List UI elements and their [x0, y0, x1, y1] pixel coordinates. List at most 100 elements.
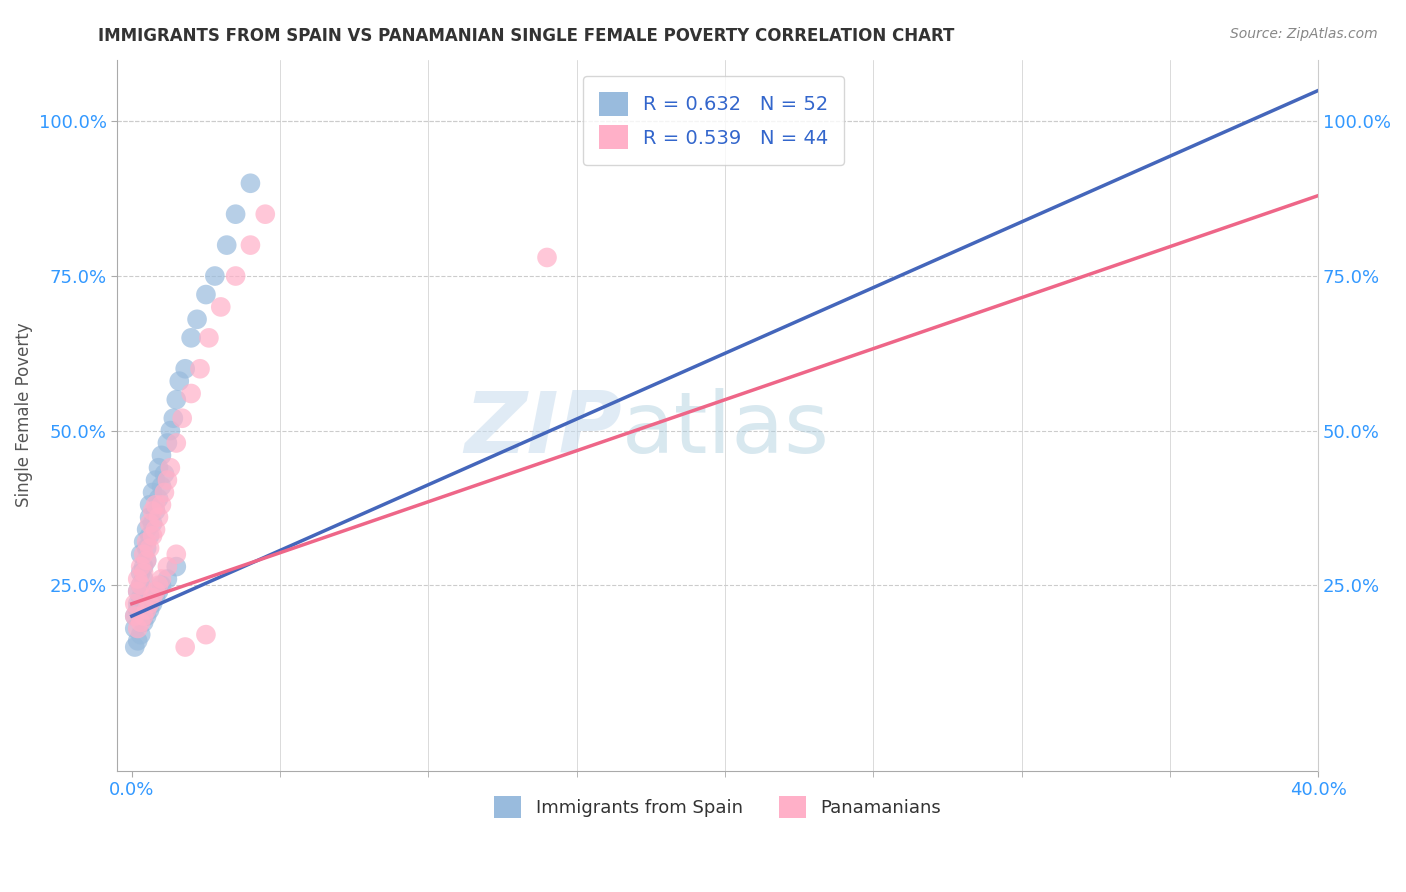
Point: [132, 566, 155, 580]
Point: [127, 572, 149, 586]
Text: atlas: atlas: [621, 388, 830, 471]
Point: [254, 207, 277, 221]
Point: [145, 473, 167, 487]
Point: [150, 578, 173, 592]
Point: [138, 603, 160, 617]
Point: [148, 460, 170, 475]
Text: IMMIGRANTS FROM SPAIN VS PANAMANIAN SINGLE FEMALE POVERTY CORRELATION CHART: IMMIGRANTS FROM SPAIN VS PANAMANIAN SING…: [98, 27, 955, 45]
Point: [153, 485, 176, 500]
Point: [129, 615, 152, 630]
Y-axis label: Single Female Poverty: Single Female Poverty: [15, 323, 32, 508]
Point: [159, 460, 181, 475]
Point: [129, 578, 152, 592]
Point: [148, 510, 170, 524]
Point: [180, 386, 202, 401]
Point: [156, 473, 179, 487]
Point: [150, 498, 173, 512]
Point: [127, 584, 149, 599]
Point: [165, 547, 187, 561]
Point: [145, 591, 167, 605]
Point: [135, 523, 157, 537]
Point: [129, 578, 152, 592]
Point: [174, 640, 197, 654]
Point: [142, 591, 165, 605]
Point: [156, 572, 179, 586]
Point: [124, 609, 146, 624]
Point: [215, 238, 238, 252]
Point: [138, 516, 160, 531]
Point: [129, 559, 152, 574]
Point: [135, 553, 157, 567]
Point: [132, 559, 155, 574]
Point: [142, 516, 165, 531]
Point: [156, 559, 179, 574]
Point: [148, 491, 170, 506]
Point: [156, 436, 179, 450]
Point: [129, 591, 152, 605]
Point: [138, 498, 160, 512]
Point: [145, 584, 167, 599]
Text: ZIP: ZIP: [464, 388, 621, 471]
Legend: Immigrants from Spain, Panamanians: Immigrants from Spain, Panamanians: [486, 789, 948, 826]
Point: [165, 392, 187, 407]
Point: [135, 535, 157, 549]
Point: [204, 268, 226, 283]
Point: [174, 361, 197, 376]
Point: [142, 529, 165, 543]
Point: [194, 627, 217, 641]
Point: [142, 485, 165, 500]
Point: [132, 535, 155, 549]
Point: [132, 609, 155, 624]
Point: [153, 467, 176, 481]
Point: [186, 312, 208, 326]
Point: [127, 622, 149, 636]
Point: [145, 523, 167, 537]
Point: [142, 504, 165, 518]
Point: [142, 597, 165, 611]
Point: [135, 603, 157, 617]
Point: [124, 609, 146, 624]
Point: [127, 584, 149, 599]
Point: [135, 609, 157, 624]
Point: [209, 300, 232, 314]
Point: [135, 541, 157, 555]
Point: [225, 207, 247, 221]
Point: [162, 411, 184, 425]
Point: [165, 436, 187, 450]
Point: [536, 251, 558, 265]
Point: [148, 584, 170, 599]
Point: [225, 268, 247, 283]
Point: [124, 622, 146, 636]
Point: [129, 566, 152, 580]
Point: [145, 504, 167, 518]
Point: [138, 510, 160, 524]
Point: [127, 603, 149, 617]
Point: [145, 498, 167, 512]
Point: [132, 615, 155, 630]
Point: [138, 597, 160, 611]
Point: [172, 411, 194, 425]
Point: [127, 597, 149, 611]
Point: [150, 572, 173, 586]
Point: [150, 479, 173, 493]
Point: [150, 448, 173, 462]
Point: [180, 331, 202, 345]
Point: [239, 238, 262, 252]
Point: [167, 374, 190, 388]
Point: [124, 640, 146, 654]
Point: [129, 627, 152, 641]
Point: [129, 547, 152, 561]
Point: [124, 597, 146, 611]
Text: Source: ZipAtlas.com: Source: ZipAtlas.com: [1230, 27, 1378, 41]
Point: [239, 176, 262, 190]
Point: [127, 633, 149, 648]
Point: [132, 547, 155, 561]
Point: [165, 559, 187, 574]
Point: [148, 578, 170, 592]
Point: [188, 361, 211, 376]
Point: [194, 287, 217, 301]
Point: [135, 553, 157, 567]
Point: [138, 529, 160, 543]
Point: [159, 424, 181, 438]
Point: [198, 331, 221, 345]
